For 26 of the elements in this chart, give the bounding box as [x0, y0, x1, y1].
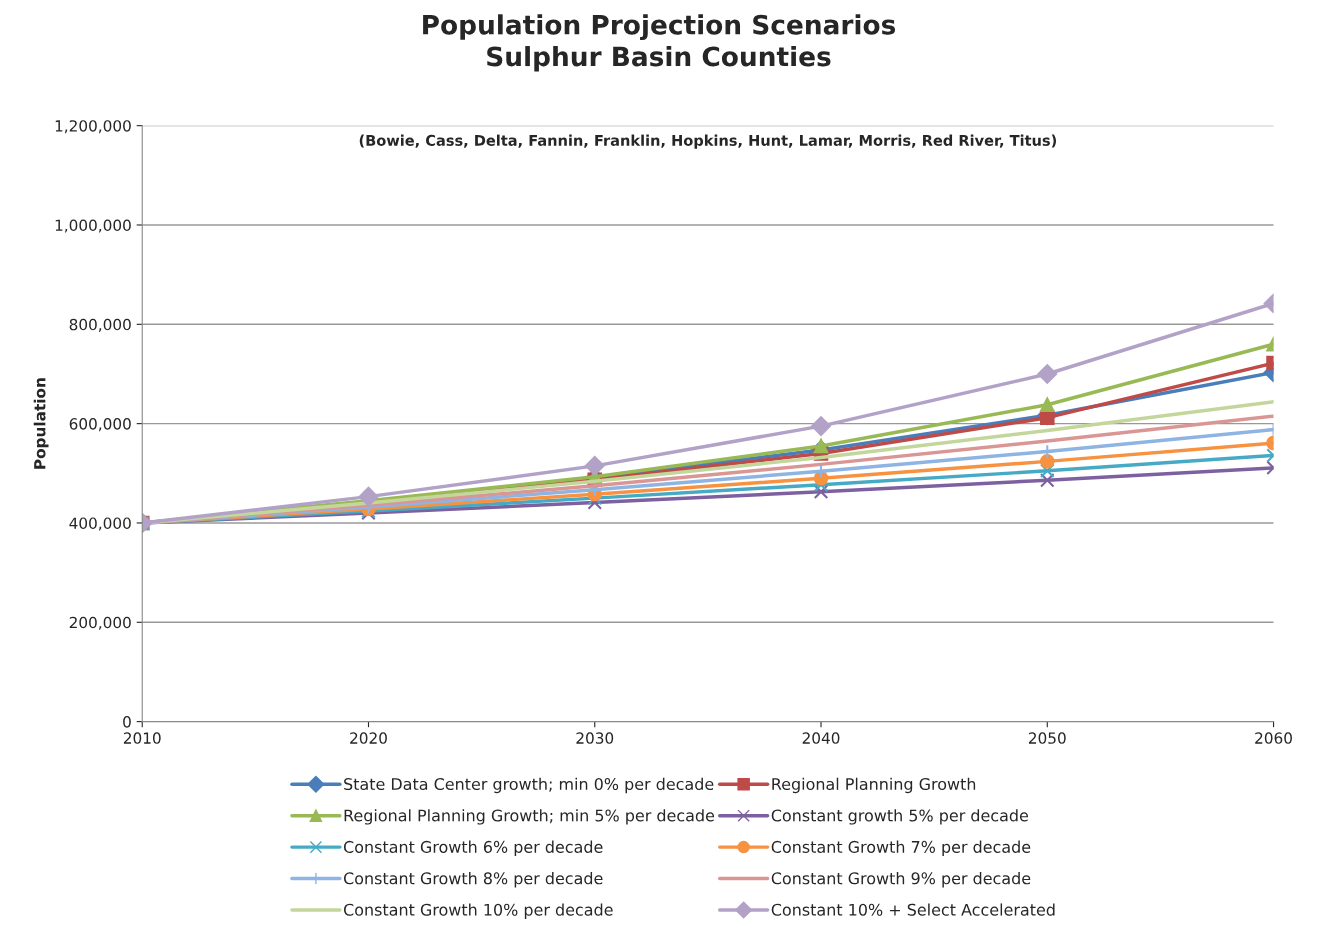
legend-label: State Data Center growth; min 0% per decade	[344, 777, 714, 794]
y-tick-label: 1,200,000	[55, 120, 131, 134]
legend-label: Constant growth 5% per decade	[771, 809, 1028, 825]
legend-label: Constant Growth 8% per decade	[343, 872, 603, 888]
legend-label: Constant Growth 10% per decade	[343, 903, 613, 919]
y-axis-title: Population	[33, 378, 49, 469]
legend-label: Constant Growth 6% per decade	[343, 840, 603, 857]
legend-label: Regional Planning Growth; min 5% per decade	[344, 809, 715, 825]
y-tick-label: 0	[123, 716, 131, 728]
x-tick-label: 2010	[123, 732, 161, 744]
legend-label: Constant 10% + Select Accelerated	[771, 903, 1055, 916]
x-tick-label: 2040	[802, 732, 840, 744]
x-tick-label: 2020	[350, 732, 387, 744]
y-tick-label: 200,000	[69, 616, 131, 630]
y-tick-label: 1,000,000	[55, 219, 131, 233]
chart-title: Population Projection Scenarios Sulphur Basin Counties	[423, 14, 896, 72]
legend-label: Regional Planning Growth	[772, 777, 976, 794]
legend-label: Constant Growth 7% per decade	[771, 840, 1031, 857]
x-tick-label: 2030	[576, 732, 614, 744]
y-tick-label: 800,000	[69, 318, 131, 332]
x-tick-label: 2050	[1028, 732, 1066, 744]
x-tick-label: 2060	[1255, 732, 1292, 744]
legend-label: Constant Growth 9% per decade	[771, 872, 1031, 888]
text: (Bowie, Cass, Delta, Fannin, Franklin, Hopkins, Hunt, Lamar, Morris, Red River, Titus)	[359, 134, 1057, 149]
y-tick-label: 400,000	[69, 517, 131, 531]
y-tick-label: 600,000	[69, 418, 131, 432]
